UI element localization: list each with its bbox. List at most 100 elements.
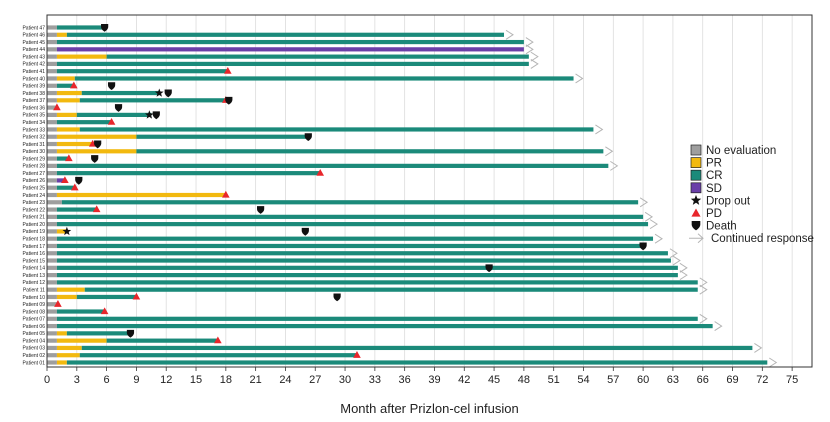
bar-segment-pr <box>56 134 137 139</box>
bar-segment-cr <box>56 207 97 212</box>
bar-segment-ne <box>47 287 57 292</box>
x-tick-label: 18 <box>220 374 232 386</box>
bar-segment-pr <box>56 345 82 351</box>
pd-marker <box>53 103 61 111</box>
patient-label: Patient 29 <box>22 156 45 162</box>
patient-label: Patient 27 <box>22 171 45 177</box>
patient-label: Patient 10 <box>22 295 45 301</box>
bar-segment-cr <box>56 163 609 168</box>
legend-swatch-sd <box>690 182 702 194</box>
bar-segment-cr <box>74 76 574 81</box>
patient-label: Patient 08 <box>22 309 45 315</box>
bar-segment-ne <box>47 294 57 300</box>
continued-arrow <box>672 255 681 266</box>
bar-segment-pr <box>56 192 226 198</box>
bar-segment-cr <box>56 61 529 67</box>
bar-segment-cr <box>56 243 644 249</box>
patient-label: Patient 13 <box>22 273 45 279</box>
bar-segment-ne <box>47 141 57 147</box>
patient-label: Patient 37 <box>22 98 45 104</box>
death-marker <box>152 111 160 120</box>
patient-label: Patient 28 <box>22 164 45 170</box>
death-marker <box>75 176 83 185</box>
death-marker <box>114 104 123 112</box>
bar-segment-sd <box>56 178 65 183</box>
bar-segment-cr <box>56 258 671 263</box>
patient-label: Patient 39 <box>22 84 45 90</box>
x-tick-label: 21 <box>250 374 262 386</box>
pd-marker <box>316 168 325 176</box>
x-tick-label: 45 <box>488 374 500 386</box>
death-marker <box>304 133 312 142</box>
plot-frame <box>46 14 813 368</box>
bar-segment-cr <box>66 32 505 37</box>
continued-arrow <box>649 219 658 230</box>
legend-label: Death <box>706 221 737 233</box>
bar-segment-pr <box>56 141 93 147</box>
patient-label: Patient 25 <box>22 186 45 192</box>
bar-segment-pr <box>56 294 77 300</box>
pd-marker <box>61 176 69 184</box>
bar-segment-cr <box>106 54 529 59</box>
patient-label: Patient 42 <box>22 62 45 68</box>
legend-label: Continued response <box>711 233 814 245</box>
continued-arrow <box>769 357 778 368</box>
death-marker <box>485 264 493 273</box>
patient-bars <box>47 25 768 365</box>
pd-marker <box>65 154 73 162</box>
legend-swatch-cr <box>690 169 702 181</box>
pd-marker <box>214 336 222 344</box>
x-tick-label: 66 <box>697 374 709 386</box>
bar-segment-ne <box>47 309 57 314</box>
death-marker <box>225 96 233 105</box>
legend-swatch-pr <box>690 157 702 168</box>
legend-label: PD <box>706 208 722 220</box>
continued-arrow <box>699 277 708 288</box>
patient-label: Patient 22 <box>22 207 45 213</box>
patient-label: Patient 20 <box>22 222 45 228</box>
bar-segment-cr <box>66 331 131 336</box>
continued-arrow <box>699 313 708 324</box>
bar-segment-cr <box>56 273 678 278</box>
bar-segment-ne <box>47 345 57 351</box>
bar-segment-cr <box>106 338 218 343</box>
bar-segment-cr <box>56 316 698 321</box>
x-axis-ticks: 0 3 6 9 12 15 18 21 24 27 30 33 36 39 42 45 48 51 54 57 60 63… <box>44 367 798 386</box>
bar-segment-pr <box>56 353 80 358</box>
x-tick-label: 72 <box>756 374 768 386</box>
pd-marker <box>224 66 232 74</box>
bar-segment-ne <box>47 112 57 117</box>
event-markers <box>53 24 778 368</box>
patient-label: Patient 30 <box>22 149 45 155</box>
patient-label: Patient 11 <box>23 287 45 293</box>
bar-segment-cr <box>56 39 524 45</box>
continued-arrow <box>754 343 763 353</box>
continued-arrow <box>714 321 723 332</box>
bar-segment-ne <box>47 192 57 198</box>
bar-segment-ne <box>47 331 57 336</box>
x-tick-label: 54 <box>577 374 589 386</box>
bar-segment-ne <box>47 171 57 176</box>
patient-label: Patient 15 <box>22 258 45 264</box>
death-marker <box>639 242 647 251</box>
patient-label: Patient 18 <box>22 236 45 242</box>
bar-segment-ne <box>47 236 57 241</box>
x-tick-label: 75 <box>786 374 798 386</box>
patient-label: Patient 38 <box>22 91 45 97</box>
x-tick-label: 27 <box>309 374 321 386</box>
bar-segment-ne <box>47 353 57 358</box>
patient-label: Patient 04 <box>22 338 45 344</box>
patient-label: Patient 07 <box>22 317 45 323</box>
bar-segment-cr <box>56 280 698 285</box>
continued-arrow <box>575 73 584 84</box>
bar-segment-ne <box>47 156 57 161</box>
bar-segment-ne <box>47 39 57 45</box>
bar-segment-pr <box>56 331 67 336</box>
death-marker <box>94 140 102 149</box>
bar-segment-pr <box>56 32 67 37</box>
bar-segment-cr <box>84 287 698 292</box>
continued-arrow <box>654 233 663 244</box>
x-tick-label: 42 <box>458 374 470 386</box>
